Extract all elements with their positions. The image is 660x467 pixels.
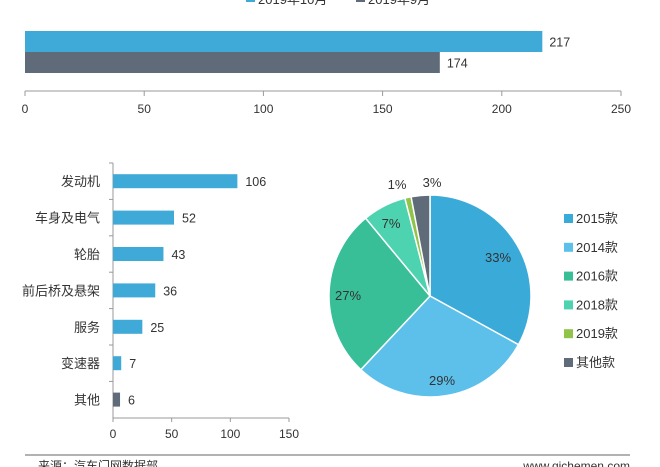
left-x-tick-label-0: 0 xyxy=(110,427,117,441)
bar-value-label-0: 106 xyxy=(245,175,266,189)
top-bar-1 xyxy=(25,52,440,73)
category-label-1: 车身及电气 xyxy=(35,211,100,226)
footer-source: 来源：汽车门网数据部 xyxy=(38,458,158,467)
pie-legend-swatch-1 xyxy=(564,242,573,252)
top-x-tick-label-3: 150 xyxy=(373,102,393,116)
pie-legend-label-3: 2018款 xyxy=(576,297,618,312)
pie-legend-label-0: 2015款 xyxy=(576,211,618,226)
bar-value-label-5: 7 xyxy=(129,357,136,371)
pie-legend-label-4: 2019款 xyxy=(576,326,618,341)
pie-pct-label-4: 1% xyxy=(388,177,407,192)
top-x-tick-label-5: 250 xyxy=(611,102,631,116)
pie-pct-label-3: 7% xyxy=(382,216,401,231)
top-x-tick-label-2: 100 xyxy=(253,102,273,116)
bar-1 xyxy=(113,210,175,225)
bar-3 xyxy=(113,283,156,298)
category-label-0: 发动机 xyxy=(61,174,100,189)
pie-pct-label-0: 33% xyxy=(485,250,511,265)
top-bar-0 xyxy=(25,31,543,52)
bar-2 xyxy=(113,247,164,261)
pie-pct-label-2: 27% xyxy=(335,288,361,303)
pie-pct-label-5: 3% xyxy=(423,175,442,190)
category-label-5: 变速器 xyxy=(61,356,100,371)
pie-slice-5 xyxy=(410,194,431,297)
bar-value-label-4: 25 xyxy=(150,321,164,335)
left-x-tick-label-2: 100 xyxy=(220,427,240,441)
footer-url: www.qichemen.com xyxy=(522,459,630,467)
legend-label-1: 2019年9月 xyxy=(368,0,430,7)
pie-legend-swatch-4 xyxy=(564,329,573,339)
pie-legend-label-5: 其他款 xyxy=(576,355,615,370)
top-bar-value-1: 174 xyxy=(447,57,468,71)
bar-value-label-2: 43 xyxy=(171,248,185,262)
category-label-2: 轮胎 xyxy=(74,247,100,262)
top-x-tick-label-0: 0 xyxy=(22,102,29,116)
legend-swatch-0 xyxy=(246,0,255,2)
category-label-6: 其他 xyxy=(74,393,100,408)
pie-slice-1 xyxy=(359,295,520,398)
bar-4 xyxy=(113,319,143,334)
legend-label-0: 2019年10月 xyxy=(258,0,327,7)
bar-value-label-6: 6 xyxy=(128,394,135,408)
category-label-3: 前后桥及悬架 xyxy=(22,283,100,298)
pie-legend-label-2: 2016款 xyxy=(576,269,618,284)
bar-0 xyxy=(113,174,238,189)
top-x-tick-label-1: 50 xyxy=(138,102,152,116)
top-bar-value-0: 217 xyxy=(549,36,570,50)
pie-legend-swatch-5 xyxy=(564,358,573,367)
pie-slice-0 xyxy=(429,194,532,346)
bar-value-label-3: 36 xyxy=(163,284,177,298)
bar-5 xyxy=(113,356,122,371)
pie-legend-swatch-3 xyxy=(564,300,573,310)
pie-pct-label-1: 29% xyxy=(429,373,455,388)
top-x-tick-label-4: 200 xyxy=(492,102,512,116)
left-x-tick-label-3: 150 xyxy=(279,427,299,441)
legend-swatch-1 xyxy=(356,0,365,2)
category-label-4: 服务 xyxy=(74,320,100,335)
left-x-tick-label-1: 50 xyxy=(165,427,179,441)
pie-legend-label-1: 2014款 xyxy=(576,240,618,255)
bar-6 xyxy=(113,392,121,407)
pie-legend-swatch-2 xyxy=(564,271,573,281)
pie-legend-swatch-0 xyxy=(564,214,573,223)
pie-slice-2 xyxy=(328,217,431,371)
bar-value-label-1: 52 xyxy=(182,212,196,226)
